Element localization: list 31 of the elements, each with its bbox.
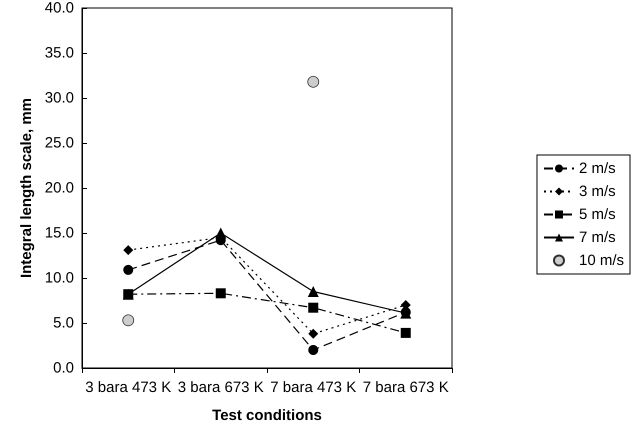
point	[215, 228, 226, 238]
point	[308, 328, 318, 339]
point	[308, 302, 318, 313]
y-tick-label: 30.0	[44, 90, 74, 106]
point	[123, 245, 134, 256]
y-axis-title: Integral length scale, mm	[18, 98, 35, 278]
x-tick-label: 3 bara 673 K	[178, 379, 264, 396]
legend-label: 3 m/s	[578, 183, 616, 200]
y-tick-label: 10.0	[44, 270, 74, 286]
point	[308, 345, 318, 355]
legend-label: 7 m/s	[578, 229, 616, 246]
x-tick-label: 7 bara 673 K	[362, 379, 449, 396]
point	[307, 76, 320, 88]
point	[400, 328, 411, 338]
legend-label: 10 m/s	[578, 252, 624, 269]
x-axis-title: Test conditions	[212, 407, 322, 424]
legend-label: 2 m/s	[578, 160, 616, 177]
point	[308, 286, 319, 297]
y-tick-label: 5.0	[53, 314, 74, 332]
x-tick-label: 3 bara 473 K	[85, 379, 172, 396]
x-tick-label: 7 bara 473 K	[270, 379, 356, 396]
y-tick-label: 40.0	[44, 0, 74, 16]
y-tick-label: 35.0	[44, 44, 74, 62]
point	[122, 314, 134, 326]
y-tick-label: 0.0	[53, 360, 74, 376]
y-tick-label: 15.0	[44, 224, 74, 242]
y-tick-label: 25.0	[44, 134, 74, 152]
point	[123, 264, 134, 275]
legend-label: 5 m/s	[578, 206, 616, 223]
y-tick-label: 20.0	[44, 180, 74, 196]
point	[216, 288, 226, 298]
